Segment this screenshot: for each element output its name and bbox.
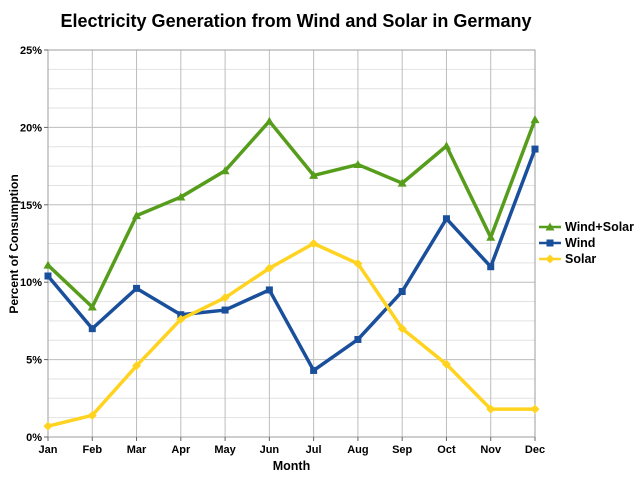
x-tick-label: Jun: [260, 444, 280, 456]
series-solar: [43, 239, 540, 431]
x-tick-label: Mar: [127, 444, 147, 456]
y-tick-label: 5%: [26, 355, 42, 367]
x-tick-label: Dec: [525, 444, 545, 456]
x-tick-label: Feb: [82, 444, 102, 456]
axis-ticks: [44, 49, 536, 441]
legend-swatch: [539, 254, 561, 264]
x-tick-label: Oct: [437, 444, 456, 456]
chart-title: Electricity Generation from Wind and Sol…: [60, 11, 532, 31]
legend-swatch: [539, 239, 561, 247]
y-tick-labels: 0% 5% 10% 15% 20% 25%: [20, 45, 42, 444]
x-tick-labels: Jan Feb Mar Apr May Jun Jul Aug Sep Oct Nov Dec: [39, 444, 546, 456]
legend-swatch: [539, 222, 561, 231]
x-tick-label: Sep: [392, 444, 412, 456]
legend-item-solar: Solar: [538, 252, 634, 266]
legend-label: Wind: [565, 236, 596, 250]
minor-gridlines: [48, 68, 535, 419]
y-tick-label: 20%: [20, 122, 42, 134]
series-line: [46, 241, 537, 428]
x-tick-label: Aug: [347, 444, 368, 456]
legend-item-wind-solar: Wind+Solar: [538, 220, 634, 234]
x-tick-label: Apr: [171, 444, 191, 456]
y-tick-label: 10%: [20, 277, 42, 289]
x-tick-label: Jan: [39, 444, 58, 456]
series-line: [46, 147, 537, 373]
y-tick-label: 25%: [20, 45, 42, 57]
series-line: [46, 117, 537, 309]
x-tick-label: May: [214, 444, 236, 456]
series-wind: [44, 145, 539, 374]
series-wind-solar: [43, 115, 540, 311]
x-tick-label: Nov: [480, 444, 502, 456]
plot-border: [47, 49, 536, 438]
legend-label: Wind+Solar: [565, 220, 634, 234]
legend-label: Solar: [565, 252, 597, 266]
legend-item-wind: Wind: [538, 236, 634, 250]
y-tick-label: 0%: [26, 432, 42, 444]
y-tick-label: 15%: [20, 200, 42, 212]
x-axis-title: Month: [272, 459, 311, 473]
x-tick-label: Jul: [306, 444, 322, 456]
legend: Wind+Solar Wind Solar: [538, 220, 634, 266]
